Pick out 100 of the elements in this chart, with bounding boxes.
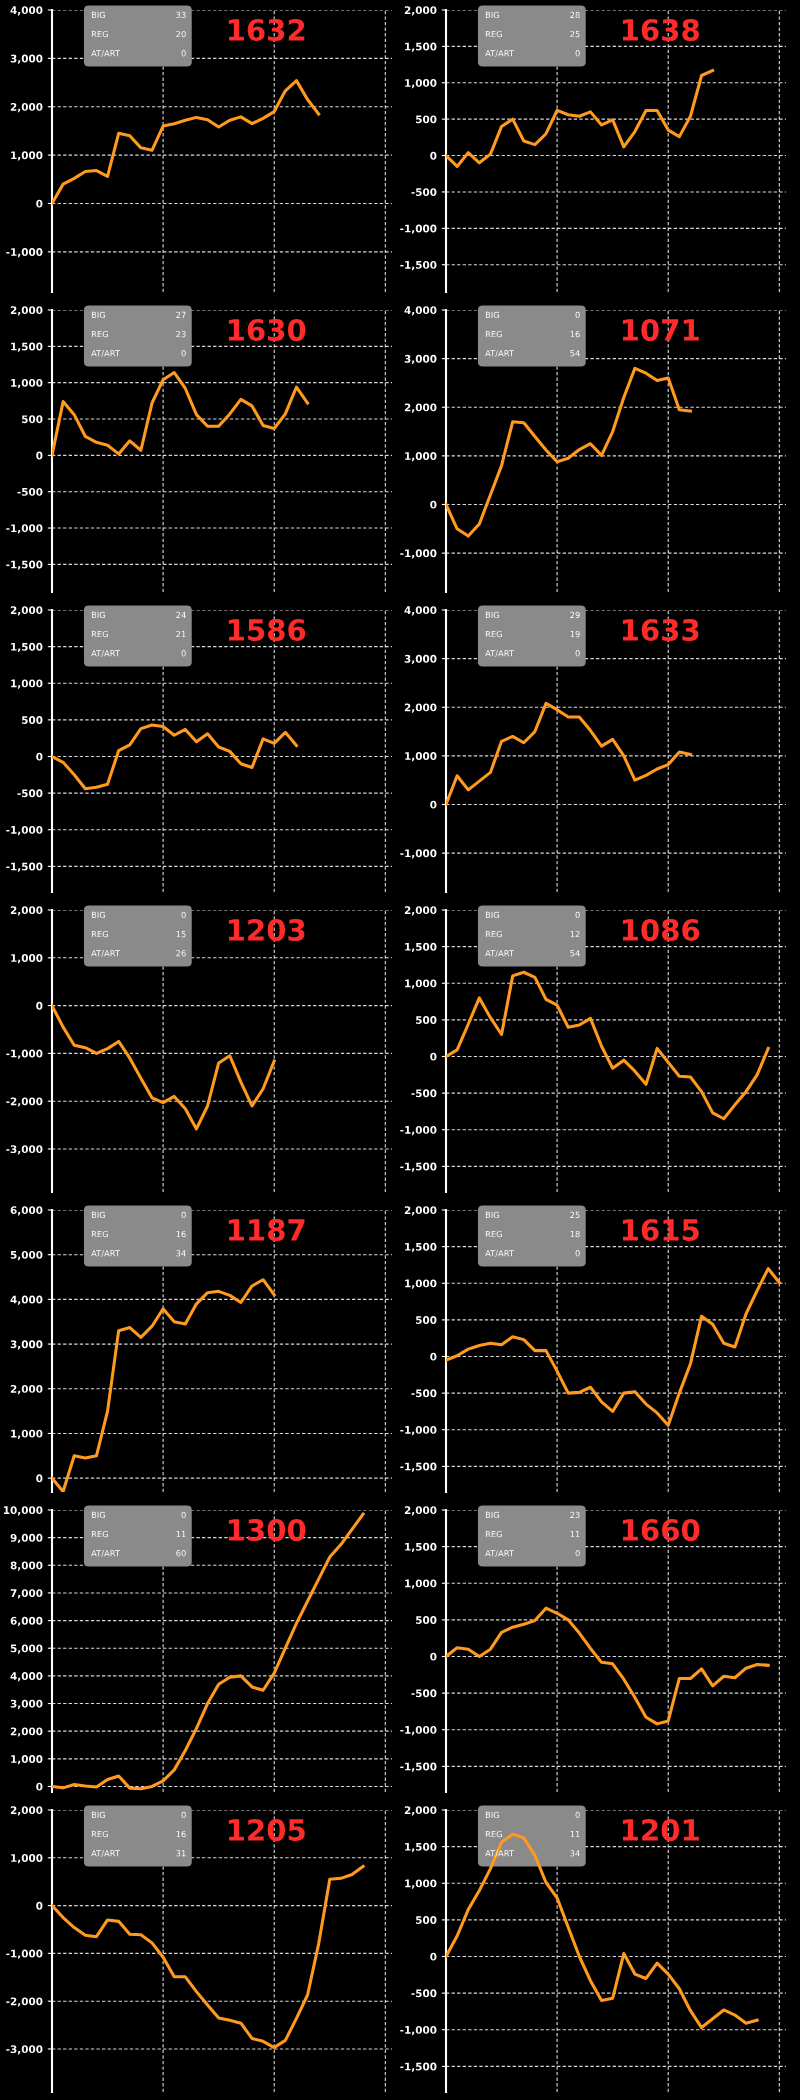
y-tick-label: 2,000 [404, 906, 437, 916]
annotation: AT/ART [91, 950, 121, 958]
y-tick-label: -2,000 [6, 1997, 43, 2007]
y-tick-label: 4,000 [10, 6, 43, 16]
y-tick-label: -500 [411, 1089, 437, 1098]
y-tick-label: -1,000 [400, 2025, 437, 2036]
annotation: 28 [570, 11, 580, 19]
annotation: AT/ART [91, 350, 121, 358]
annotation: 0 [181, 911, 186, 919]
y-tick-label: 0 [36, 1782, 43, 1791]
y-tick-label: -1,500 [400, 2062, 437, 2072]
annotation: BIG [485, 1211, 500, 1219]
y-tick-label: 8,000 [10, 1561, 43, 1571]
annotation: 23 [176, 330, 186, 338]
y-tick-label: 1,000 [405, 1279, 437, 1289]
y-tick-label: -3,000 [6, 2045, 43, 2055]
y-tick-label: 500 [22, 415, 43, 424]
line-series [52, 1512, 365, 1791]
y-tick-label: -1,000 [6, 248, 43, 258]
annotation: BIG [91, 611, 106, 619]
y-tick-label: 1,000 [11, 378, 43, 389]
chart-title: 1201 [622, 1818, 699, 1842]
y-tick-label: 3,000 [404, 354, 437, 365]
y-tick-label: 2,000 [404, 1806, 437, 1816]
line-series [446, 366, 692, 538]
y-tick-label: 4,000 [10, 1295, 43, 1305]
annotation: AT/ART [91, 50, 121, 58]
chart-title: 1633 [622, 618, 699, 642]
annotation: AT/ART [91, 650, 121, 658]
y-tick-label: 0 [430, 1952, 437, 1961]
annotation: AT/ART [485, 950, 515, 958]
annotation: 54 [570, 950, 580, 957]
y-tick-label: 1,500 [11, 642, 43, 653]
chart-title: 1071 [622, 318, 699, 342]
y-tick-label: 1,000 [11, 151, 43, 161]
y-tick-label: -500 [17, 789, 43, 798]
y-tick-label: 2,000 [10, 102, 43, 113]
y-tick-label: 3,000 [10, 1699, 43, 1709]
line-series [446, 1267, 781, 1427]
y-tick-label: 1,000 [405, 452, 437, 462]
annotation: REG [485, 30, 502, 38]
annotation: 15 [176, 931, 186, 938]
y-tick-label: 1,500 [405, 42, 437, 52]
chart-title: 1632 [228, 18, 305, 42]
y-tick-label: 1,000 [405, 979, 437, 989]
y-tick-label: -500 [411, 1389, 437, 1398]
y-tick-label: 500 [416, 1616, 437, 1624]
y-tick-label: 1,000 [405, 79, 437, 89]
annotation: 54 [570, 350, 580, 357]
annotation: AT/ART [485, 350, 515, 358]
y-tick-label: 2,000 [10, 1384, 43, 1395]
y-tick-label: 1,500 [405, 1242, 437, 1253]
chart-title: 1630 [228, 318, 306, 342]
y-tick-label: -1,500 [400, 1462, 437, 1472]
line-series [446, 970, 770, 1121]
y-tick-label: 0 [430, 151, 437, 160]
y-tick-label: -1,500 [400, 1762, 437, 1772]
annotation: 0 [181, 50, 186, 57]
annotation: BIG [91, 311, 106, 319]
annotation: BIG [485, 611, 500, 619]
annotation: 0 [181, 1511, 186, 1519]
annotation: BIG [485, 1811, 500, 1819]
y-tick-label: -1,000 [400, 224, 437, 234]
annotation: AT/ART [485, 50, 515, 58]
line-series [446, 1606, 770, 1726]
y-tick-label: 0 [430, 1352, 437, 1361]
annotation: BIG [91, 1811, 106, 1819]
annotation: REG [91, 330, 108, 338]
y-tick-label: 4,000 [404, 606, 437, 616]
y-tick-label: 1,000 [11, 1755, 43, 1765]
y-tick-label: 6,000 [10, 1206, 43, 1216]
annotation: REG [485, 630, 502, 638]
y-tick-label: 500 [416, 1016, 437, 1024]
y-tick-label: 1,000 [405, 1579, 437, 1589]
chart-title: 1300 [228, 1518, 306, 1542]
annotation: 33 [176, 11, 186, 19]
annotation: BIG [485, 311, 500, 319]
annotation: 18 [570, 1230, 580, 1238]
y-tick-label: 500 [22, 716, 43, 724]
y-tick-label: 2,000 [404, 1206, 437, 1216]
annotation: 19 [570, 630, 580, 638]
annotation: AT/ART [91, 1550, 121, 1558]
y-tick-label: 5,000 [10, 1644, 43, 1654]
annotation: REG [91, 30, 108, 38]
annotation: 16 [176, 1830, 186, 1838]
annotation: 16 [176, 1230, 186, 1238]
y-tick-label: 0 [36, 451, 43, 460]
line-series [52, 1004, 276, 1131]
y-tick-label: 2,000 [10, 306, 43, 316]
annotation: 25 [570, 30, 580, 38]
y-tick-label: 1,000 [11, 1854, 43, 1864]
line-series [52, 79, 321, 206]
annotation: AT/ART [485, 650, 515, 658]
annotation: REG [91, 1830, 108, 1838]
y-tick-label: 1,500 [405, 1842, 437, 1853]
chart-title: 1205 [228, 1818, 305, 1842]
annotation: 27 [176, 311, 186, 318]
annotation: 11 [570, 1531, 580, 1538]
annotation: 25 [570, 1211, 580, 1219]
annotation: 26 [176, 950, 186, 957]
